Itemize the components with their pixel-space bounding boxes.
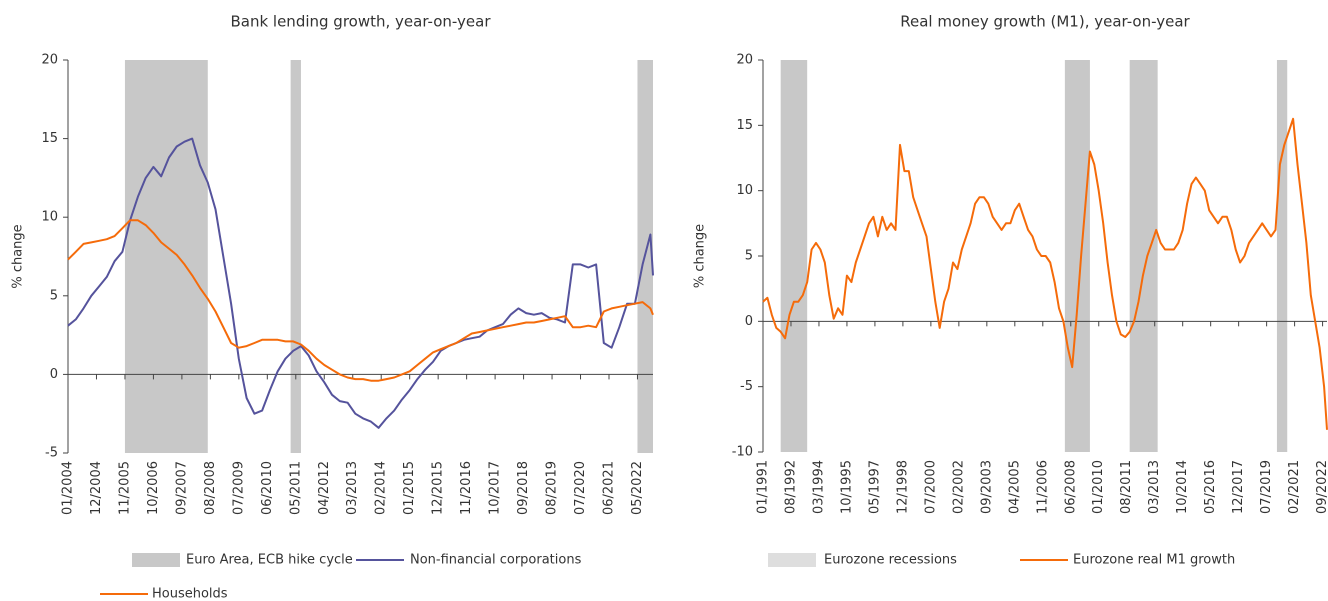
x-tick-label: 10/1995 [839, 460, 854, 514]
x-tick-label: 05/2016 [1203, 460, 1218, 514]
x-tick-label: 12/2004 [89, 461, 104, 515]
x-tick-label: 09/2003 [979, 460, 994, 514]
x-tick-label: 03/2013 [345, 461, 360, 515]
legend-label: Non-financial corporations [410, 553, 582, 568]
series-line [762, 117, 1328, 430]
shaded-band [290, 60, 301, 453]
chart-title: Real money growth (M1), year-on-year [900, 13, 1190, 31]
x-tick-label: 11/2005 [117, 461, 132, 515]
x-tick-label: 12/2017 [1231, 460, 1246, 514]
series-line [67, 137, 654, 429]
y-axis-label: % change [693, 224, 708, 288]
legend-label: Eurozone real M1 growth [1073, 553, 1235, 568]
x-tick-label: 08/1992 [783, 460, 798, 514]
x-tick-label: 01/2015 [402, 461, 417, 515]
x-tick-label: 09/2022 [1315, 460, 1328, 514]
x-tick-label: 07/2020 [573, 461, 588, 515]
x-tick-label: 06/2008 [1063, 460, 1078, 514]
x-tick-label: 12/1998 [895, 460, 910, 514]
x-tick-label: 05/2022 [630, 461, 645, 515]
y-tick-label: 20 [736, 53, 753, 68]
x-tick-label: 02/2021 [1287, 460, 1302, 514]
y-tick-label: -5 [740, 379, 753, 394]
y-tick-label: -10 [732, 445, 753, 460]
x-tick-label: 03/2013 [1147, 460, 1162, 514]
y-tick-label: 5 [745, 249, 753, 264]
x-tick-label: 02/2014 [374, 461, 389, 515]
x-tick-label: 05/1997 [867, 460, 882, 514]
y-axis-label: % change [11, 224, 26, 288]
x-tick-label: 05/2011 [288, 461, 303, 515]
y-tick-label: 10 [736, 183, 753, 198]
legend-label: Eurozone recessions [824, 553, 957, 568]
x-tick-label: 11/2016 [459, 461, 474, 515]
legend-swatch [768, 553, 816, 567]
x-tick-label: 08/2008 [203, 461, 218, 515]
y-tick-label: 0 [50, 367, 58, 382]
x-tick-label: 06/2010 [260, 461, 275, 515]
y-tick-label: 10 [41, 210, 58, 225]
legend-label: Euro Area, ECB hike cycle [186, 553, 353, 568]
x-tick-label: 01/2004 [61, 461, 76, 515]
legend-label: Households [152, 587, 228, 601]
shaded-band [1276, 60, 1288, 452]
x-tick-label: 10/2014 [1175, 460, 1190, 514]
x-tick-label: 03/1994 [811, 460, 826, 514]
y-tick-label: 5 [50, 288, 58, 303]
x-tick-label: 06/2021 [601, 461, 616, 515]
shaded-band [1064, 60, 1090, 452]
shaded-band [1129, 60, 1158, 452]
chart-title: Bank lending growth, year-on-year [230, 13, 491, 31]
x-tick-label: 04/2005 [1007, 460, 1022, 514]
x-tick-label: 01/1991 [756, 460, 771, 514]
y-tick-label: 15 [736, 118, 753, 133]
y-tick-label: 15 [41, 131, 58, 146]
x-tick-label: 10/2017 [488, 461, 503, 515]
x-tick-label: 07/2019 [1259, 460, 1274, 514]
x-tick-label: 01/2010 [1091, 460, 1106, 514]
series-line [67, 219, 654, 382]
y-tick-label: -5 [45, 446, 58, 461]
y-tick-label: 20 [41, 53, 58, 68]
x-tick-label: 08/2019 [545, 461, 560, 515]
x-tick-label: 08/2011 [1119, 460, 1134, 514]
x-tick-label: 09/2018 [516, 461, 531, 515]
x-tick-label: 04/2012 [317, 461, 332, 515]
shaded-band [780, 60, 808, 452]
x-tick-label: 07/2009 [231, 461, 246, 515]
legend-swatch [132, 553, 180, 567]
x-tick-label: 11/2006 [1035, 460, 1050, 514]
x-tick-label: 09/2007 [174, 461, 189, 515]
x-tick-label: 10/2006 [146, 461, 161, 515]
shaded-band [124, 60, 208, 453]
x-tick-label: 12/2015 [431, 461, 446, 515]
x-tick-label: 02/2002 [951, 460, 966, 514]
x-tick-label: 07/2000 [923, 460, 938, 514]
y-tick-label: 0 [745, 314, 753, 329]
